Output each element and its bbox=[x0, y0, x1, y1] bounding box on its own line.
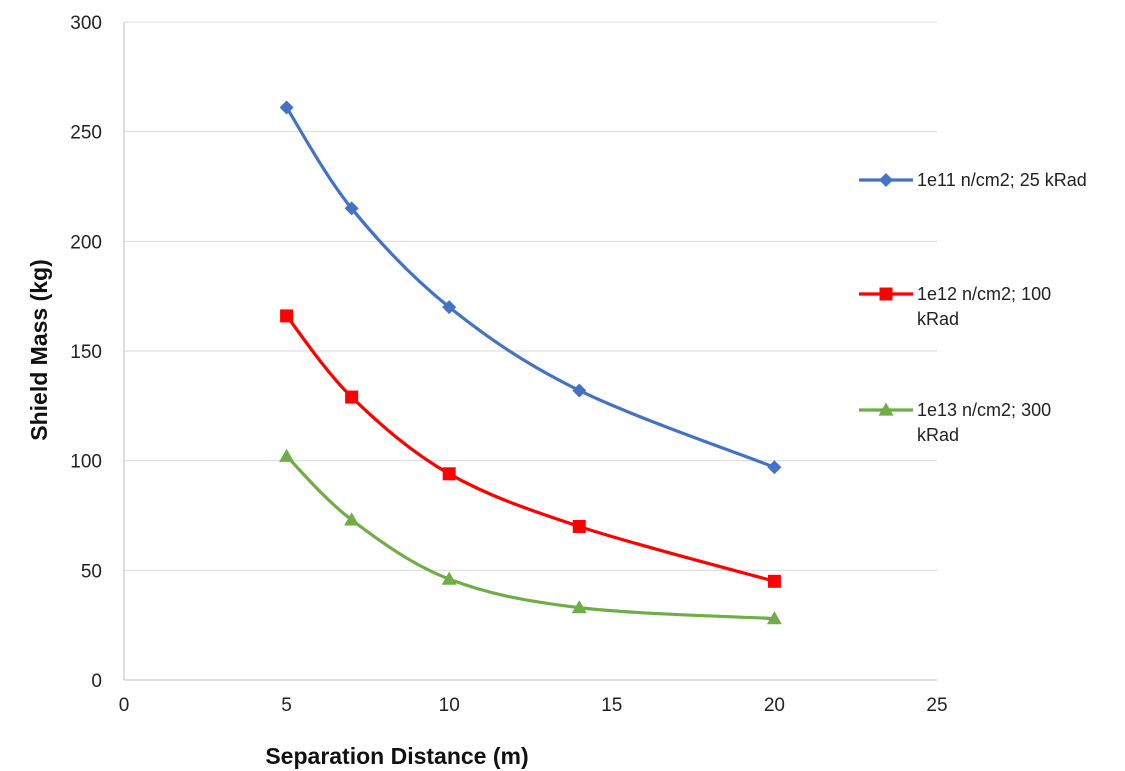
y-tick-label: 300 bbox=[70, 13, 102, 34]
data-point-marker bbox=[344, 201, 359, 216]
x-axis-tick-labels: 0 5 10 15 20 25 bbox=[119, 695, 948, 716]
y-tick-label: 0 bbox=[91, 671, 102, 692]
data-point-marker bbox=[344, 512, 360, 526]
y-axis-title: Shield Mass (kg) bbox=[26, 259, 52, 440]
data-point-marker bbox=[766, 611, 782, 625]
legend-label: 1e12 n/cm2; 100 bbox=[917, 284, 1051, 304]
series-line-3 bbox=[285, 454, 776, 621]
data-point-marker bbox=[572, 383, 587, 398]
x-tick-label: 10 bbox=[439, 695, 460, 716]
y-axis-tick-labels: 0 50 100 150 200 250 300 bbox=[70, 13, 102, 692]
data-point-marker bbox=[572, 519, 586, 533]
legend-marker-swatch bbox=[879, 173, 893, 187]
legend-entry-2: 1e12 n/cm2; 100 kRad bbox=[859, 284, 1051, 329]
data-point-marker bbox=[442, 467, 456, 481]
data-point-marker bbox=[345, 390, 359, 404]
data-point-marker bbox=[441, 571, 457, 585]
data-point-marker bbox=[279, 448, 295, 462]
legend-label: kRad bbox=[917, 309, 959, 329]
legend-marker-swatch bbox=[878, 402, 894, 416]
data-point-marker bbox=[767, 460, 782, 475]
y-tick-label: 150 bbox=[70, 342, 102, 363]
x-tick-label: 20 bbox=[764, 695, 785, 716]
legend-label: 1e11 n/cm2; 25 kRad bbox=[917, 170, 1087, 190]
series-2 bbox=[280, 309, 781, 588]
data-point-marker bbox=[767, 574, 781, 588]
legend-label: 1e13 n/cm2; 300 bbox=[917, 400, 1051, 420]
y-tick-label: 50 bbox=[81, 561, 102, 582]
legend-entry-1: 1e11 n/cm2; 25 kRad bbox=[859, 170, 1087, 190]
y-tick-label: 250 bbox=[70, 123, 102, 144]
gridlines bbox=[124, 21, 937, 571]
series-line-2 bbox=[285, 314, 776, 583]
x-tick-label: 15 bbox=[601, 695, 622, 716]
data-point-marker bbox=[279, 100, 294, 115]
legend-entry-3: 1e13 n/cm2; 300 kRad bbox=[859, 400, 1051, 445]
y-tick-label: 100 bbox=[70, 452, 102, 473]
data-point-marker bbox=[571, 600, 587, 614]
axes bbox=[123, 22, 937, 681]
series-line-1 bbox=[285, 105, 776, 469]
x-tick-label: 0 bbox=[119, 695, 130, 716]
data-point-marker bbox=[280, 309, 294, 323]
x-axis-title: Separation Distance (m) bbox=[265, 743, 528, 769]
series-1 bbox=[279, 100, 782, 475]
series-3 bbox=[279, 448, 782, 625]
x-tick-label: 25 bbox=[926, 695, 947, 716]
x-tick-label: 5 bbox=[281, 695, 292, 716]
plot-series bbox=[279, 100, 782, 625]
legend-label: kRad bbox=[917, 425, 959, 445]
data-point-marker bbox=[442, 300, 457, 315]
y-tick-label: 200 bbox=[70, 232, 102, 253]
legend-marker-swatch bbox=[879, 287, 893, 301]
